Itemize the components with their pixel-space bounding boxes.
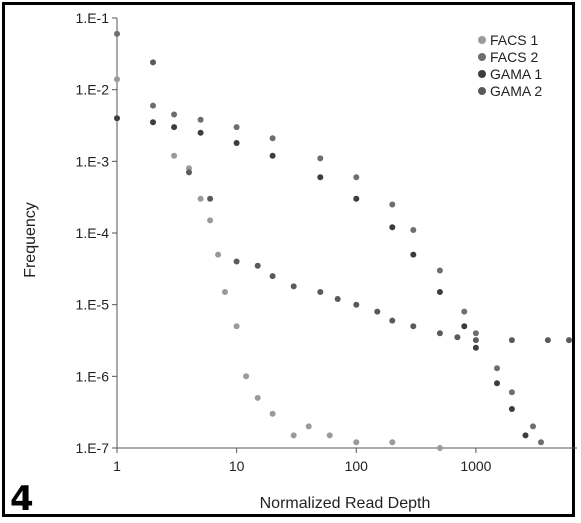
data-point — [207, 195, 214, 202]
x-tick-label: 1 — [113, 458, 121, 474]
data-point — [317, 174, 324, 181]
data-point — [389, 224, 396, 231]
data-point — [389, 317, 396, 324]
data-point — [436, 330, 443, 337]
data-point — [410, 251, 417, 258]
x-axis-label: Normalized Read Depth — [260, 495, 431, 512]
data-point — [114, 76, 120, 83]
data-point — [494, 380, 500, 387]
legend-marker — [478, 36, 486, 44]
data-point — [269, 152, 276, 159]
data-point — [508, 337, 515, 344]
panel-label: 4 — [10, 479, 34, 519]
data-point — [215, 251, 222, 258]
data-point — [269, 273, 276, 280]
data-point — [207, 217, 214, 224]
data-point — [454, 334, 461, 341]
y-tick-label: 1.E-3 — [76, 153, 110, 169]
data-point — [353, 195, 360, 202]
data-point — [317, 155, 324, 162]
x-tick-label: 10 — [229, 458, 245, 474]
data-point — [290, 283, 297, 290]
y-tick-label: 1.E-5 — [76, 297, 110, 313]
data-point — [233, 140, 240, 146]
data-point — [389, 201, 396, 208]
data-point — [461, 323, 468, 330]
y-tick-label: 1.E-6 — [76, 368, 110, 384]
data-point — [508, 389, 515, 396]
x-tick-label: 1000 — [460, 458, 491, 474]
data-point — [243, 373, 250, 380]
data-point — [290, 432, 297, 439]
legend-entry: FACS 2 — [490, 49, 538, 65]
data-point — [353, 439, 360, 446]
data-point — [374, 308, 381, 315]
data-point — [436, 289, 443, 295]
data-point — [197, 195, 204, 202]
y-tick-label: 1.E-7 — [76, 440, 110, 456]
data-point — [197, 116, 204, 123]
data-point — [233, 258, 240, 265]
data-point — [254, 262, 261, 269]
series-facs-2 — [114, 30, 544, 446]
series-gama-2 — [150, 59, 572, 344]
data-point — [317, 289, 324, 295]
data-point — [494, 365, 500, 372]
data-point — [114, 30, 120, 37]
data-point — [436, 267, 443, 274]
legend-marker — [478, 87, 486, 95]
data-point — [197, 129, 204, 136]
y-tick-label: 1.E-2 — [76, 82, 110, 98]
data-point — [436, 445, 443, 451]
data-point — [353, 301, 360, 308]
data-point — [326, 432, 333, 439]
data-point — [410, 227, 417, 233]
series-facs-1 — [114, 76, 443, 451]
data-point — [222, 289, 228, 295]
data-point — [538, 439, 544, 446]
y-axis-label: Frequency — [22, 202, 39, 278]
data-point — [522, 432, 529, 439]
data-point — [233, 323, 240, 330]
data-point — [461, 308, 468, 315]
data-point — [544, 337, 551, 344]
data-point — [353, 174, 360, 181]
data-point — [150, 119, 156, 126]
data-point — [389, 439, 396, 446]
legend-entry: GAMA 1 — [490, 66, 542, 82]
data-point — [472, 344, 479, 351]
legend-entry: FACS 1 — [490, 32, 538, 48]
y-tick-label: 1.E-4 — [76, 225, 110, 241]
data-point — [171, 152, 178, 159]
series-gama-1 — [114, 115, 529, 439]
data-point — [530, 423, 536, 430]
data-point — [472, 330, 479, 337]
data-point — [305, 423, 312, 430]
data-point — [334, 296, 341, 302]
data-point — [114, 115, 120, 122]
data-point — [186, 169, 192, 176]
data-point — [186, 165, 192, 172]
data-point — [171, 111, 178, 118]
legend-marker — [478, 53, 486, 61]
data-point — [410, 323, 417, 330]
data-point — [472, 337, 479, 344]
legend-entry: GAMA 2 — [490, 83, 542, 99]
data-point — [269, 135, 276, 142]
data-point — [508, 406, 515, 412]
data-point — [254, 394, 261, 401]
data-point — [171, 124, 178, 131]
x-tick-label: 100 — [345, 458, 369, 474]
data-point — [269, 410, 276, 417]
y-tick-label: 1.E-1 — [76, 10, 110, 26]
figure-panel — [2, 2, 575, 517]
data-point — [566, 337, 572, 344]
data-point — [150, 59, 156, 66]
data-point — [233, 124, 240, 131]
legend-marker — [478, 70, 486, 78]
data-point — [150, 102, 156, 109]
